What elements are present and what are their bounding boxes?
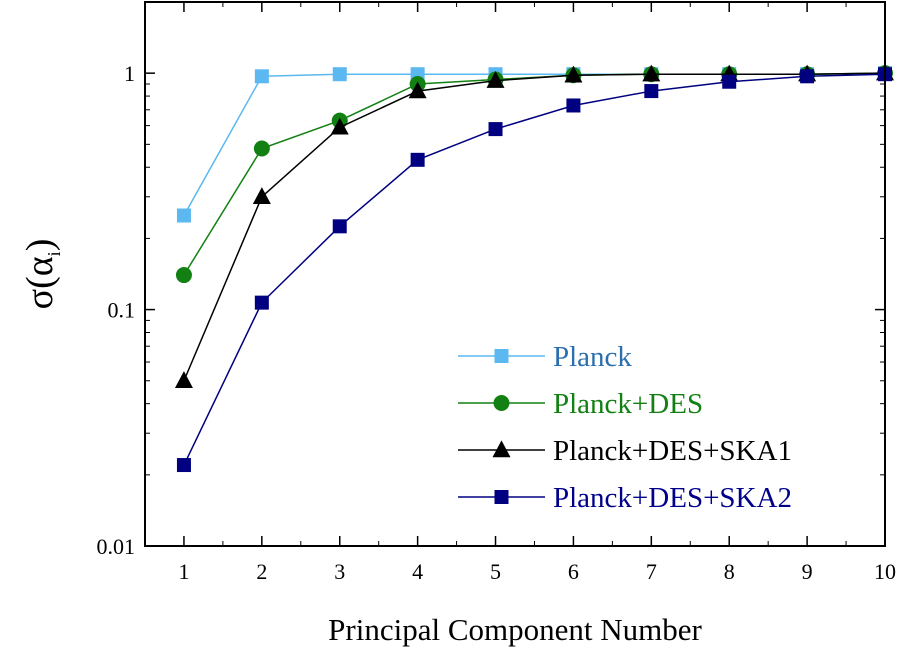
legend-item-4: Planck+DES+SKA2 — [458, 482, 792, 514]
legend-label: Planck+DES — [553, 388, 703, 420]
legend: Planck Planck+DES Planck+DES+SKA1 Planck+DE… — [458, 341, 792, 514]
data-point — [175, 267, 192, 284]
data-point — [564, 65, 583, 83]
y-axis-label: σ(αi) — [19, 239, 64, 310]
data-point — [254, 69, 269, 84]
legend-marker — [492, 440, 511, 458]
data-point — [410, 152, 425, 167]
svg-text:σ(αi): σ(αi) — [19, 239, 64, 310]
data-point — [408, 81, 427, 99]
x-tick-label: 7 — [646, 559, 657, 584]
data-point — [644, 84, 659, 99]
data-point — [488, 122, 503, 137]
data-point — [566, 98, 581, 113]
x-tick-label: 9 — [802, 559, 813, 584]
x-tick-label: 5 — [490, 559, 501, 584]
series-1 — [176, 66, 892, 223]
legend-item-3: Planck+DES+SKA1 — [458, 435, 792, 467]
legend-label: Planck+DES+SKA1 — [553, 435, 792, 467]
series-2 — [175, 65, 893, 284]
x-tick-label: 10 — [874, 559, 896, 584]
x-tick-label: 4 — [412, 559, 423, 584]
data-point — [254, 295, 269, 310]
tick-labels: 1 2 3 4 5 6 7 8 9 10 0.01 0.1 1 — [97, 61, 897, 584]
x-axis-label: Principal Component Number — [328, 612, 702, 647]
data-point — [330, 117, 349, 135]
y-tick-label: 0.1 — [108, 298, 136, 323]
data-point — [642, 64, 661, 82]
data-point — [176, 208, 191, 223]
legend-label: Planck+DES+SKA2 — [553, 482, 792, 514]
data-point — [332, 219, 347, 234]
data-point — [252, 187, 271, 204]
data-point — [332, 67, 347, 82]
legend-marker — [494, 349, 509, 363]
x-tick-label: 3 — [334, 559, 345, 584]
series-group — [174, 63, 894, 473]
data-point — [800, 69, 815, 84]
legend-label: Planck — [553, 341, 632, 373]
x-tick-label: 6 — [568, 559, 579, 584]
data-point — [253, 140, 270, 157]
data-point — [722, 74, 737, 89]
legend-marker — [493, 395, 510, 411]
series-line — [183, 72, 886, 216]
x-tick-label: 8 — [724, 559, 735, 584]
x-tick-label: 2 — [256, 559, 267, 584]
y-tick-label: 1 — [124, 61, 135, 86]
series-3 — [174, 63, 894, 388]
series-4 — [176, 67, 892, 473]
plot-frame — [144, 1, 886, 547]
series-line — [183, 73, 886, 466]
legend-marker — [494, 490, 509, 504]
legend-item-1: Planck — [458, 341, 632, 373]
data-point — [174, 371, 193, 388]
data-point — [176, 458, 191, 473]
y-axis-label-main: σ(α — [19, 256, 61, 309]
y-tick-label: 0.01 — [97, 534, 136, 559]
data-point — [486, 71, 505, 88]
y-axis-label-subscript: i — [44, 251, 64, 256]
legend-item-2: Planck+DES — [458, 388, 703, 420]
y-axis-label-close: ) — [19, 239, 61, 252]
x-tick-label: 1 — [178, 559, 189, 584]
series-line — [183, 72, 886, 276]
series-line — [183, 72, 886, 382]
